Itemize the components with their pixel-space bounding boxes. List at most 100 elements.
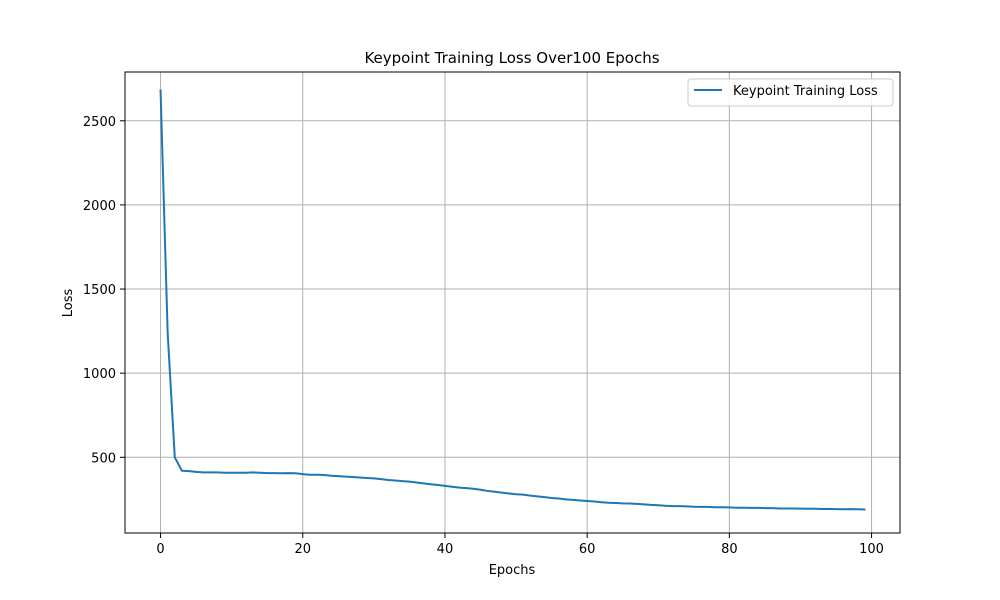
data-point bbox=[628, 502, 631, 505]
data-point bbox=[756, 507, 759, 509]
data-point bbox=[863, 508, 866, 511]
data-point bbox=[522, 493, 525, 496]
data-point bbox=[778, 507, 781, 510]
x-axis-label: Epochs bbox=[489, 563, 536, 578]
data-point bbox=[728, 506, 731, 509]
data-point bbox=[692, 505, 695, 508]
data-point bbox=[678, 505, 681, 507]
chart-title: Keypoint Training Loss Over100 Epochs bbox=[364, 49, 659, 67]
data-point bbox=[856, 508, 859, 511]
data-point bbox=[714, 506, 717, 509]
data-point bbox=[180, 469, 183, 472]
y-tick-label: 500 bbox=[91, 451, 116, 466]
data-point bbox=[287, 472, 290, 475]
data-point bbox=[429, 483, 432, 486]
series-line bbox=[159, 89, 866, 511]
data-point bbox=[508, 492, 510, 495]
data-point bbox=[820, 508, 823, 510]
data-point bbox=[316, 473, 318, 476]
data-point bbox=[188, 470, 190, 472]
data-point bbox=[657, 504, 660, 507]
y-tick-label: 2500 bbox=[83, 115, 116, 130]
data-point bbox=[493, 490, 496, 493]
data-point bbox=[707, 506, 709, 508]
data-point bbox=[636, 502, 638, 505]
data-point bbox=[266, 472, 269, 475]
data-point bbox=[842, 508, 845, 511]
data-point bbox=[344, 475, 347, 478]
y-tick-label: 1000 bbox=[83, 367, 116, 382]
data-point bbox=[515, 493, 517, 496]
x-tick-label: 20 bbox=[294, 542, 311, 557]
data-point bbox=[166, 331, 169, 334]
data-point bbox=[237, 471, 240, 474]
x-axis-ticks: 0 20 40 60 80 100 bbox=[156, 533, 884, 557]
data-point bbox=[408, 480, 411, 483]
data-point bbox=[436, 484, 439, 486]
data-point bbox=[479, 488, 482, 491]
data-point bbox=[280, 472, 283, 475]
data-point bbox=[465, 487, 468, 489]
data-point bbox=[202, 471, 205, 474]
data-point bbox=[294, 472, 297, 475]
data-point bbox=[671, 505, 674, 507]
data-point bbox=[764, 507, 766, 509]
data-point bbox=[607, 501, 610, 504]
data-point bbox=[749, 507, 752, 509]
data-point bbox=[159, 89, 162, 92]
data-point bbox=[422, 482, 425, 485]
data-point bbox=[550, 497, 553, 499]
data-point bbox=[785, 507, 788, 510]
legend-label: Keypoint Training Loss bbox=[733, 84, 878, 99]
data-point bbox=[401, 480, 404, 483]
data-point bbox=[486, 490, 489, 492]
data-point bbox=[799, 507, 802, 510]
data-point bbox=[451, 485, 453, 488]
data-point bbox=[572, 498, 574, 501]
x-tick-label: 80 bbox=[721, 542, 738, 557]
series-layer bbox=[159, 89, 866, 511]
data-point bbox=[415, 481, 418, 484]
data-point bbox=[721, 506, 724, 509]
data-point bbox=[273, 472, 276, 475]
data-point bbox=[458, 486, 461, 489]
data-point bbox=[209, 471, 212, 474]
data-point bbox=[223, 471, 226, 474]
grid-lines bbox=[125, 72, 900, 533]
data-point bbox=[472, 487, 475, 490]
data-point bbox=[394, 479, 397, 482]
data-point bbox=[543, 496, 546, 499]
data-point bbox=[664, 504, 667, 507]
data-point bbox=[813, 507, 816, 510]
data-point bbox=[301, 473, 304, 476]
data-point bbox=[643, 503, 645, 506]
data-point bbox=[252, 471, 254, 474]
y-tick-label: 1500 bbox=[83, 283, 116, 298]
data-point bbox=[806, 507, 809, 510]
data-point bbox=[259, 471, 261, 474]
data-point bbox=[444, 484, 446, 487]
data-point bbox=[650, 504, 653, 506]
data-point bbox=[529, 494, 532, 497]
plot-area-frame bbox=[124, 71, 901, 534]
data-point bbox=[337, 475, 340, 478]
data-point bbox=[835, 508, 837, 511]
data-point bbox=[742, 506, 745, 509]
data-point bbox=[372, 477, 375, 480]
data-point bbox=[387, 479, 389, 481]
data-point bbox=[173, 456, 176, 459]
data-point bbox=[593, 500, 596, 503]
x-tick-label: 100 bbox=[859, 542, 884, 557]
data-point bbox=[351, 476, 354, 478]
y-axis-label: Loss bbox=[61, 289, 76, 318]
data-point bbox=[685, 505, 688, 508]
data-point bbox=[358, 476, 361, 479]
data-point bbox=[700, 506, 702, 508]
data-point bbox=[365, 477, 368, 479]
data-point bbox=[308, 473, 311, 476]
data-point bbox=[536, 495, 539, 498]
data-point bbox=[771, 507, 773, 509]
x-tick-label: 40 bbox=[437, 542, 454, 557]
data-point bbox=[564, 498, 567, 501]
